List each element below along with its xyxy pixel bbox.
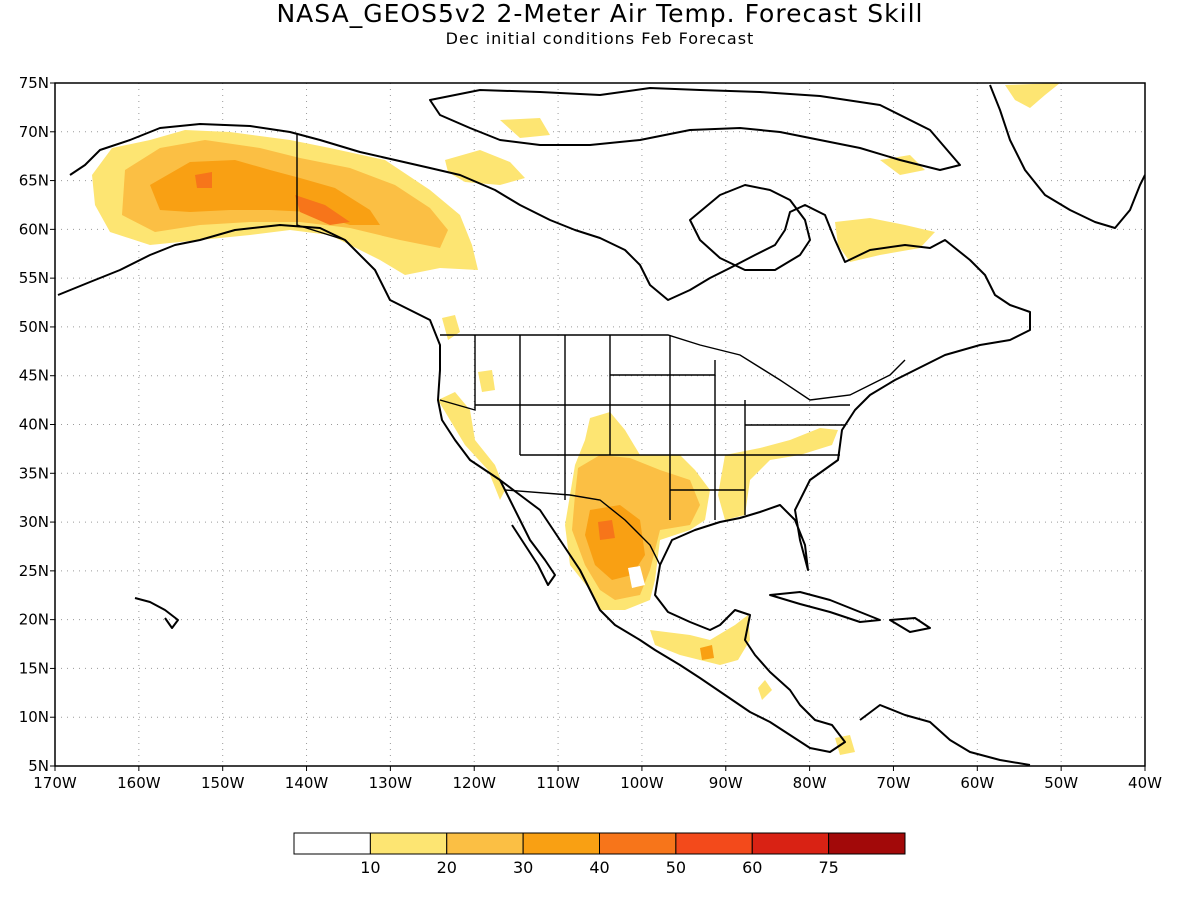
lat-tick-label: 55N bbox=[19, 269, 49, 287]
lat-tick-label: 65N bbox=[19, 172, 49, 190]
coastline-hispaniola bbox=[889, 617, 931, 633]
colorbar-swatch bbox=[599, 832, 677, 855]
coastline-hawaii bbox=[134, 597, 179, 629]
coastlines bbox=[57, 84, 1145, 766]
skill-region-centralam-10 bbox=[650, 615, 750, 665]
colorbar-label: 10 bbox=[360, 858, 380, 877]
coastline-hudson-bay bbox=[689, 184, 811, 271]
skill-region-centralam-20 bbox=[700, 645, 714, 660]
lon-tick-label: 160W bbox=[117, 774, 161, 792]
lon-tick-label: 80W bbox=[793, 774, 827, 792]
skill-region-alaska-40b bbox=[195, 172, 212, 188]
lat-tick-label: 40N bbox=[19, 416, 49, 434]
lon-tick-label: 150W bbox=[201, 774, 245, 792]
border-us-mexico bbox=[504, 489, 661, 566]
skill-shading bbox=[92, 83, 1060, 755]
lat-tick-label: 30N bbox=[19, 513, 49, 531]
coastline-south-america bbox=[859, 704, 1031, 766]
coastline-north-america bbox=[57, 123, 1031, 753]
lon-tick-label: 100W bbox=[620, 774, 664, 792]
lon-tick-label: 130W bbox=[369, 774, 413, 792]
lat-tick-label: 45N bbox=[19, 367, 49, 385]
lon-tick-label: 140W bbox=[285, 774, 329, 792]
skill-region-greenland-10 bbox=[1005, 83, 1060, 108]
border-alaska-canada bbox=[296, 133, 346, 241]
lat-tick-label: 75N bbox=[19, 74, 49, 92]
colorbar-label: 75 bbox=[818, 858, 838, 877]
lon-tick-label: 60W bbox=[960, 774, 994, 792]
lat-tick-label: 5N bbox=[28, 757, 49, 775]
political-borders bbox=[296, 133, 906, 566]
lon-tick-label: 90W bbox=[709, 774, 743, 792]
skill-region-california-10 bbox=[438, 392, 505, 500]
lon-tick-label: 120W bbox=[452, 774, 496, 792]
colorbar-swatch bbox=[446, 832, 524, 855]
lon-tick-label: 110W bbox=[536, 774, 580, 792]
colorbar-swatch bbox=[522, 832, 600, 855]
colorbar-swatch bbox=[369, 832, 448, 855]
skill-region-quebec-10 bbox=[835, 218, 935, 262]
skill-region-yucatan-10 bbox=[758, 680, 772, 700]
skill-region-plains-40 bbox=[598, 520, 615, 540]
colorbar-label: 40 bbox=[589, 858, 609, 877]
lat-tick-label: 50N bbox=[19, 318, 49, 336]
map-title: NASA_GEOS5v2 2-Meter Air Temp. Forecast … bbox=[276, 0, 924, 28]
coastline-arctic-islands bbox=[429, 87, 961, 171]
skill-region-arctic-10b bbox=[500, 118, 550, 138]
lat-tick-label: 25N bbox=[19, 562, 49, 580]
skill-region-southeast-10 bbox=[718, 428, 838, 520]
skill-region-idaho-10 bbox=[478, 370, 495, 392]
skill-region-pnw-10 bbox=[442, 315, 460, 340]
border-us-canada bbox=[440, 334, 906, 401]
latitude-labels: 75N 70N 65N 60N 55N 50N 45N 40N 35N 30N 25N 20N 15N 1… bbox=[19, 74, 55, 775]
coastline-cuba bbox=[769, 591, 881, 623]
lon-tick-label: 50W bbox=[1044, 774, 1078, 792]
colorbar-label: 20 bbox=[437, 858, 457, 877]
lat-tick-label: 35N bbox=[19, 464, 49, 482]
lat-tick-label: 10N bbox=[19, 708, 49, 726]
colorbar-swatch bbox=[675, 832, 753, 855]
border-states-ns1 bbox=[439, 335, 476, 411]
lon-tick-label: 70W bbox=[877, 774, 911, 792]
lon-tick-label: 40W bbox=[1128, 774, 1162, 792]
coastline-baja bbox=[499, 479, 556, 586]
colorbar-swatch bbox=[293, 832, 371, 855]
skill-region-cuba-10 bbox=[835, 735, 855, 755]
colorbar-swatch bbox=[828, 832, 906, 855]
longitude-labels: 170W 160W 150W 140W 130W 120W 110W 100W 90W 80W 70… bbox=[33, 766, 1162, 792]
skill-region-hudson-10 bbox=[880, 155, 925, 175]
lat-tick-label: 20N bbox=[19, 611, 49, 629]
colorbar-label: 50 bbox=[666, 858, 686, 877]
lat-tick-label: 60N bbox=[19, 220, 49, 238]
coastline-greenland bbox=[989, 84, 1145, 229]
skill-region-mexico-white bbox=[628, 566, 645, 588]
lon-tick-label: 170W bbox=[33, 774, 77, 792]
lat-tick-label: 15N bbox=[19, 659, 49, 677]
skill-region-alaska-40 bbox=[295, 195, 350, 225]
colorbar-label: 60 bbox=[742, 858, 762, 877]
lat-tick-label: 70N bbox=[19, 123, 49, 141]
map-subtitle: Dec initial conditions Feb Forecast bbox=[445, 29, 755, 48]
colorbar: 10 20 30 40 50 60 75 bbox=[293, 832, 906, 877]
skill-region-arctic-10 bbox=[445, 150, 525, 185]
colorbar-label: 30 bbox=[513, 858, 533, 877]
colorbar-swatch bbox=[751, 832, 830, 855]
